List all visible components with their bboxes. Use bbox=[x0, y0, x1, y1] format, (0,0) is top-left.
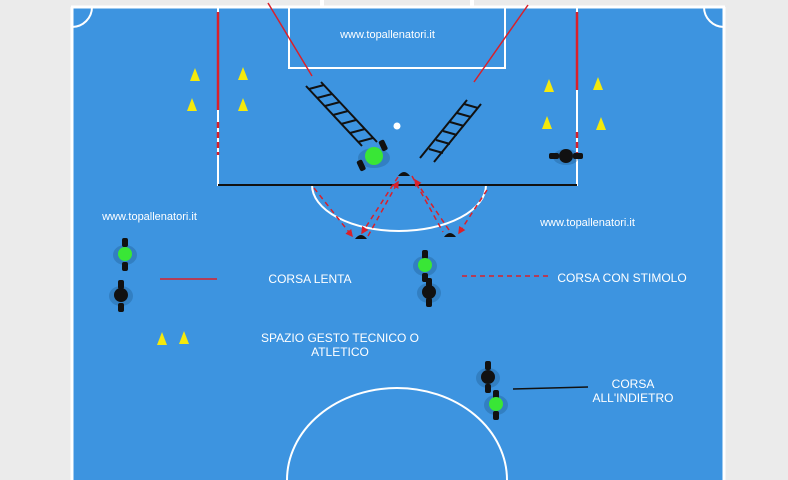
ball bbox=[393, 122, 401, 130]
label-slow-run: CORSA LENTA bbox=[268, 272, 352, 286]
cone-icon bbox=[157, 332, 167, 345]
label-backward-run-line2: ALL'INDIETRO bbox=[592, 391, 674, 405]
marker-disc bbox=[444, 233, 456, 237]
player-black-left bbox=[109, 280, 133, 312]
player-green-middle bbox=[413, 250, 437, 282]
red-line-top-right bbox=[473, 4, 529, 83]
cone-icon bbox=[542, 116, 552, 129]
cone-icon bbox=[238, 67, 248, 80]
player-black-bottom bbox=[476, 361, 500, 393]
cone-icon bbox=[179, 331, 189, 344]
player-green-goalkeeper bbox=[356, 139, 390, 172]
cone-icon bbox=[190, 68, 200, 81]
player-green-bottom bbox=[484, 390, 508, 420]
corner-arc-right bbox=[703, 6, 725, 28]
ladder-left bbox=[305, 81, 378, 147]
label-technical-space-line1: SPAZIO GESTO TECNICO O bbox=[260, 331, 420, 345]
cone-icon bbox=[596, 117, 606, 130]
marker-disc bbox=[355, 235, 367, 239]
cone-icon bbox=[544, 79, 554, 92]
label-stimulus-run: CORSA CON STIMOLO bbox=[557, 271, 687, 285]
watermark-right: www.topallenatori.it bbox=[540, 217, 635, 229]
player-green-left bbox=[113, 238, 137, 271]
watermark-left: www.topallenatori.it bbox=[102, 211, 197, 223]
court-surface bbox=[71, 7, 725, 480]
player-black-middle bbox=[417, 278, 441, 307]
cone-icon bbox=[187, 98, 197, 111]
goal-post-right bbox=[470, 0, 474, 6]
watermark-top: www.topallenatori.it bbox=[340, 29, 435, 41]
center-circle bbox=[286, 387, 508, 480]
player-black-right bbox=[549, 149, 583, 165]
corner-arc-left bbox=[71, 6, 93, 28]
cone-icon bbox=[593, 77, 603, 90]
label-technical-space-line2: ATLETICO bbox=[311, 345, 369, 359]
goal-post-left bbox=[320, 0, 324, 6]
stimulus-path bbox=[313, 187, 353, 238]
ladder-right bbox=[419, 99, 482, 163]
red-line-top-left bbox=[267, 2, 313, 77]
label-backward-run-line1: CORSA bbox=[611, 377, 655, 391]
cone-icon bbox=[238, 98, 248, 111]
legend-line-backward-run bbox=[512, 386, 589, 390]
stimulus-path bbox=[414, 178, 450, 231]
stimulus-path bbox=[367, 180, 399, 237]
marker-disc bbox=[398, 172, 410, 176]
